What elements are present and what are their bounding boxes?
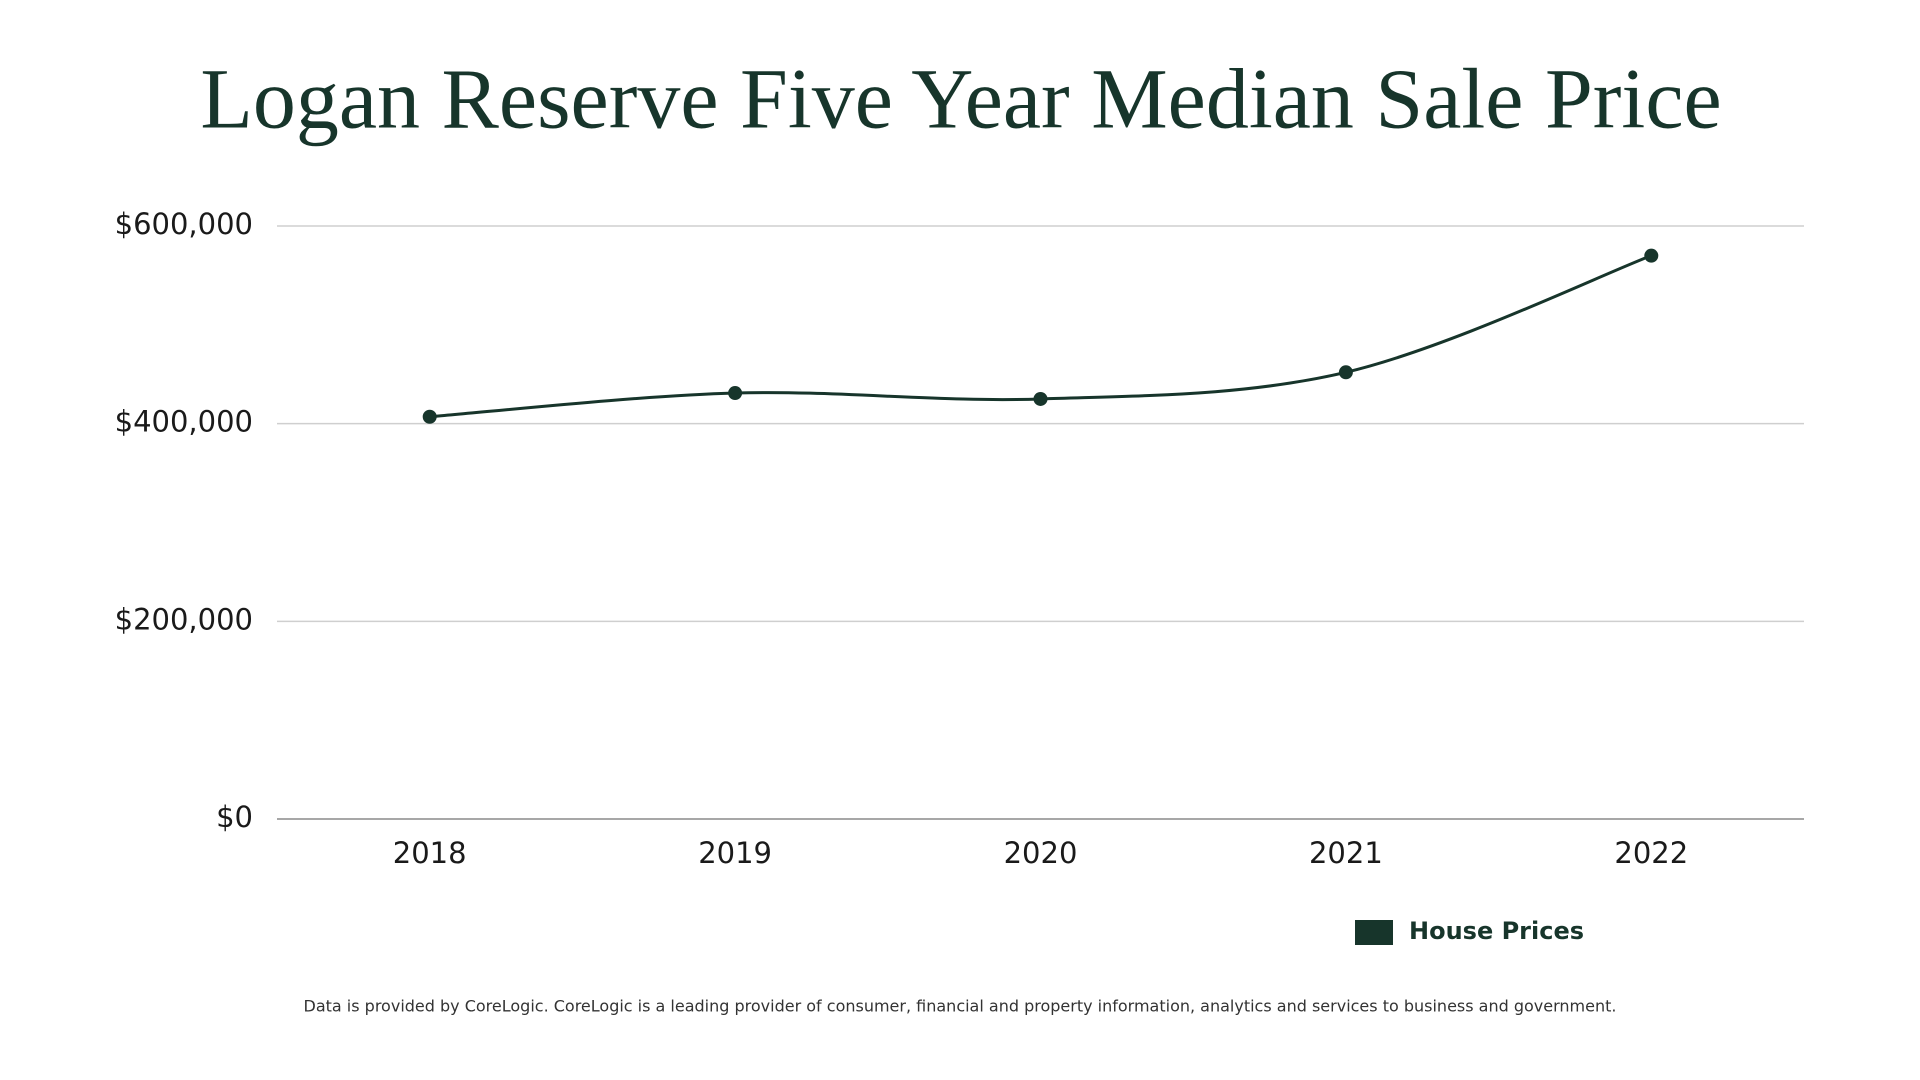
y-tick-label: $200,000 <box>115 602 253 636</box>
x-tick-label: 2021 <box>1309 836 1383 870</box>
x-tick-label: 2018 <box>393 836 467 870</box>
legend-swatch <box>1355 920 1393 945</box>
point <box>1033 391 1048 406</box>
footnote: Data is provided by CoreLogic. CoreLogic… <box>304 997 1617 1016</box>
x-tick-label: 2019 <box>698 836 772 870</box>
x-tick-label: 2020 <box>1004 836 1078 870</box>
point <box>422 409 437 424</box>
y-tick-label: $400,000 <box>115 405 253 439</box>
y-tick-label: $0 <box>216 800 253 834</box>
legend-label: House Prices <box>1409 917 1584 945</box>
point <box>1644 248 1659 263</box>
x-tick-label: 2022 <box>1614 836 1688 870</box>
point <box>728 386 743 401</box>
point <box>1338 365 1353 380</box>
y-tick-label: $600,000 <box>115 207 253 241</box>
chart-title: Logan Reserve Five Year Median Sale Pric… <box>200 51 1721 147</box>
